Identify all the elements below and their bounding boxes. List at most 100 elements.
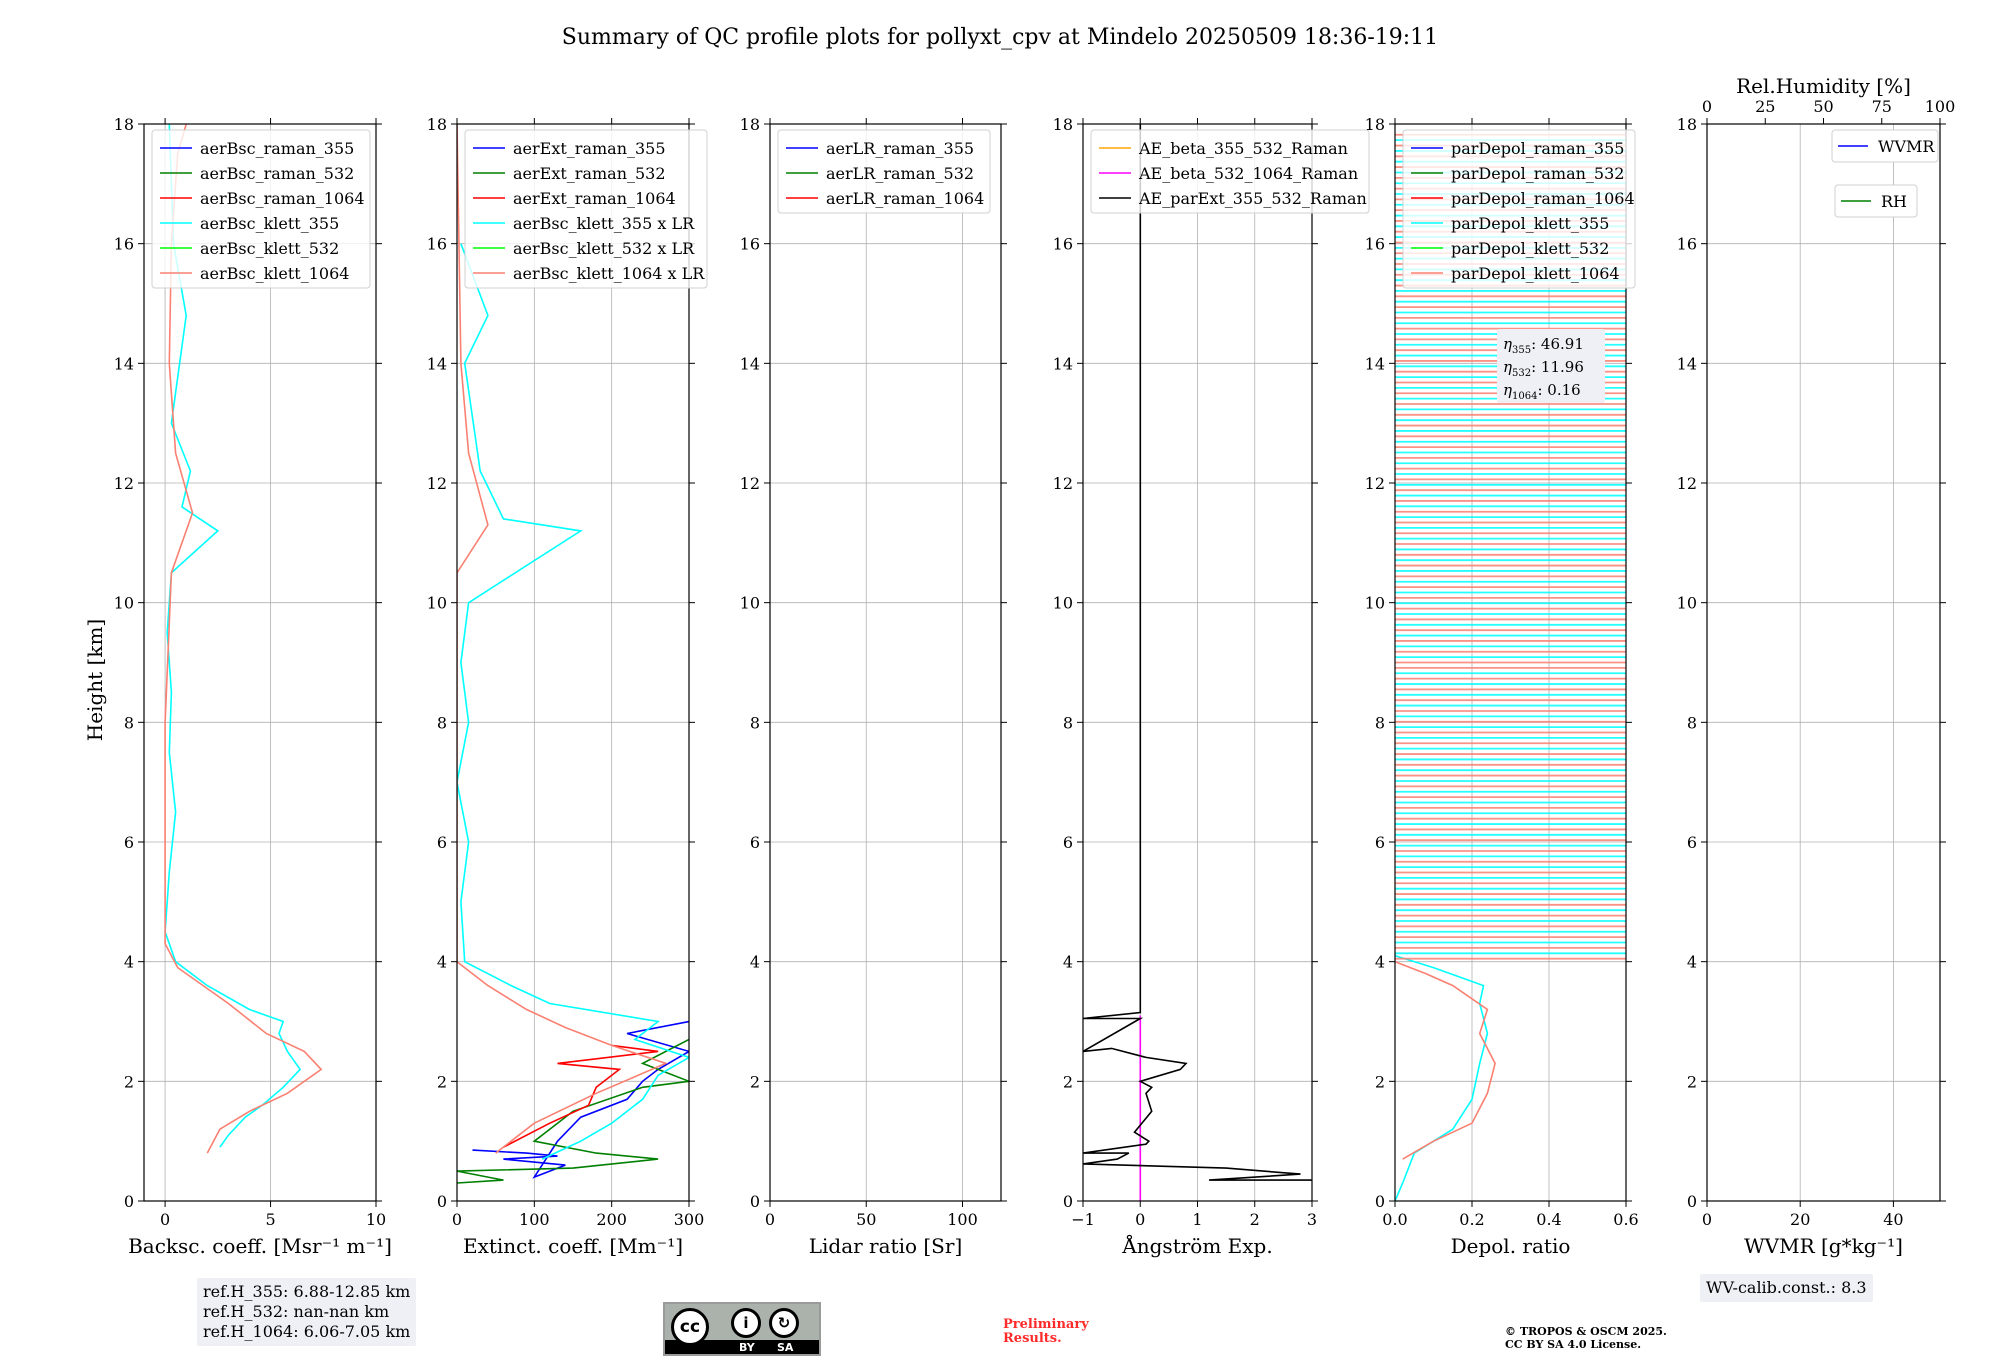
legend-label: aerBsc_klett_1064 x LR bbox=[513, 264, 705, 283]
legend-box bbox=[1831, 129, 1939, 163]
x-tick-label: 20 bbox=[1790, 1210, 1810, 1229]
x-tick-label: 0.6 bbox=[1613, 1210, 1638, 1229]
y-tick-label: 16 bbox=[740, 235, 760, 254]
legend-box bbox=[777, 129, 991, 214]
y-tick-label: 14 bbox=[427, 354, 447, 373]
y-tick-label: 0 bbox=[437, 1192, 447, 1211]
y-tick-label: 6 bbox=[124, 833, 134, 852]
x-axis-label: Depol. ratio bbox=[1451, 1234, 1571, 1258]
y-tick-label: 6 bbox=[1375, 833, 1385, 852]
x-tick-label: 50 bbox=[856, 1210, 876, 1229]
top-tick-label: 75 bbox=[1872, 97, 1892, 116]
panel-lr: 0 2 4 6 8 10 12 14 16 18 0 50 100 Lidar ratio [Sr] aer… bbox=[740, 115, 1007, 1258]
legend-box bbox=[1402, 129, 1636, 289]
y-axis-label: Height [km] bbox=[83, 619, 107, 741]
y-tick-label: 2 bbox=[1063, 1072, 1073, 1091]
y-tick-label: 18 bbox=[114, 115, 134, 134]
legend-label: parDepol_raman_532 bbox=[1451, 164, 1624, 183]
y-tick-label: 8 bbox=[1063, 713, 1073, 732]
top-tick-label: 100 bbox=[1925, 97, 1956, 116]
y-tick-label: 12 bbox=[427, 474, 447, 493]
legend-label: aerBsc_klett_355 x LR bbox=[513, 214, 695, 233]
legend-label: WVMR bbox=[1878, 137, 1935, 156]
legend-label: aerBsc_raman_1064 bbox=[200, 189, 365, 208]
axes-frame bbox=[143, 123, 377, 1202]
x-axis-label: Lidar ratio [Sr] bbox=[809, 1234, 963, 1258]
y-tick-label: 8 bbox=[124, 713, 134, 732]
x-tick-label: 10 bbox=[366, 1210, 386, 1229]
x-tick-label: 40 bbox=[1883, 1210, 1903, 1229]
y-tick-label: 6 bbox=[437, 833, 447, 852]
y-tick-label: 6 bbox=[750, 833, 760, 852]
eta-value: η532: 11.96 bbox=[1503, 358, 1584, 379]
x-tick-label: 100 bbox=[519, 1210, 550, 1229]
legend-label: aerBsc_raman_532 bbox=[200, 164, 354, 183]
legend-label: AE_beta_532_1064_Raman bbox=[1138, 164, 1358, 183]
eta-value: η355: 46.91 bbox=[1503, 335, 1584, 356]
legend-label: aerBsc_raman_355 bbox=[200, 139, 354, 158]
legend-label: aerExt_raman_1064 bbox=[513, 189, 676, 208]
eta-box bbox=[1497, 329, 1605, 403]
y-tick-label: 16 bbox=[427, 235, 447, 254]
cc-sa-label: SA bbox=[777, 1341, 794, 1354]
y-tick-label: 0 bbox=[124, 1192, 134, 1211]
legend-label: AE_beta_355_532_Raman bbox=[1138, 139, 1348, 158]
panel-wv: 0 2 4 6 8 10 12 14 16 18 0 20 40 WVMR [g*kg⁻¹] 0 25 50 75… bbox=[1677, 74, 1956, 1258]
y-tick-label: 2 bbox=[437, 1072, 447, 1091]
y-tick-label: 8 bbox=[750, 713, 760, 732]
legend-label: aerLR_raman_1064 bbox=[826, 189, 984, 208]
x-tick-label: 0 bbox=[765, 1210, 775, 1229]
panel-ext: 0 2 4 6 8 10 12 14 16 18 0 100 200 300 Extinct. coeff.… bbox=[427, 115, 708, 1258]
y-tick-label: 18 bbox=[1677, 115, 1697, 134]
top-axis-label: Rel.Humidity [%] bbox=[1736, 74, 1911, 98]
ref-height-355: ref.H_355: 6.88-12.85 km bbox=[203, 1282, 411, 1301]
series-parDepol_klett_355 bbox=[1395, 954, 1489, 1201]
top-tick-label: 0 bbox=[1702, 97, 1712, 116]
y-tick-label: 14 bbox=[740, 354, 760, 373]
y-tick-label: 8 bbox=[1687, 713, 1697, 732]
x-tick-label: 0.4 bbox=[1536, 1210, 1561, 1229]
legend-label: aerBsc_klett_532 x LR bbox=[513, 239, 695, 258]
series-aerBsc_klett_1064 x LR bbox=[457, 124, 669, 1154]
y-tick-label: 2 bbox=[750, 1072, 760, 1091]
y-tick-label: 16 bbox=[1053, 235, 1073, 254]
legend-label: parDepol_klett_355 bbox=[1451, 214, 1609, 233]
legend: parDepol_raman_355 parDepol_raman_532 parD… bbox=[1402, 129, 1636, 289]
legend-label: parDepol_klett_532 bbox=[1451, 239, 1609, 258]
y-tick-label: 4 bbox=[1687, 953, 1697, 972]
y-tick-label: 2 bbox=[1687, 1072, 1697, 1091]
y-tick-label: 12 bbox=[1677, 474, 1697, 493]
legend-label: aerExt_raman_532 bbox=[513, 164, 666, 183]
series-aerExt_raman_355 bbox=[472, 1020, 689, 1179]
x-tick-label: 300 bbox=[674, 1210, 705, 1229]
x-tick-label: 0 bbox=[1702, 1210, 1712, 1229]
y-tick-label: 12 bbox=[1365, 474, 1385, 493]
series-group bbox=[1395, 954, 1496, 1201]
cc-icon: cc bbox=[671, 1308, 709, 1346]
x-tick-label: 1 bbox=[1192, 1210, 1202, 1229]
legend-box bbox=[1834, 184, 1918, 218]
top-tick-label: 50 bbox=[1813, 97, 1833, 116]
legend-label: aerBsc_klett_532 bbox=[200, 239, 339, 258]
y-tick-label: 0 bbox=[750, 1192, 760, 1211]
y-tick-label: 4 bbox=[124, 953, 134, 972]
legend-label: parDepol_klett_1064 bbox=[1451, 264, 1620, 283]
series-AE_parExt_355_532_Raman bbox=[1083, 124, 1312, 1181]
series-aerExt_raman_1064 bbox=[503, 1044, 659, 1148]
x-axis-label: Extinct. coeff. [Mm⁻¹] bbox=[463, 1234, 683, 1258]
y-tick-label: 18 bbox=[740, 115, 760, 134]
axes-frame bbox=[1706, 123, 1941, 1202]
y-tick-label: 12 bbox=[1053, 474, 1073, 493]
x-tick-label: −1 bbox=[1071, 1210, 1095, 1229]
panel-bsc: 0 2 4 6 8 10 12 14 16 18 0 5 10 Backsc. coeff. [Msr⁻¹… bbox=[114, 115, 392, 1258]
wv-calib-constant: WV-calib.const.: 8.3 bbox=[1706, 1278, 1867, 1297]
y-tick-label: 18 bbox=[427, 115, 447, 134]
y-tick-label: 4 bbox=[750, 953, 760, 972]
legend-label: aerBsc_klett_1064 bbox=[200, 264, 349, 283]
legend: WVMR RH bbox=[1831, 129, 1939, 218]
y-tick-label: 18 bbox=[1365, 115, 1385, 134]
x-tick-label: 0.2 bbox=[1459, 1210, 1484, 1229]
series-aerBsc_klett_355 x LR bbox=[457, 243, 689, 1160]
